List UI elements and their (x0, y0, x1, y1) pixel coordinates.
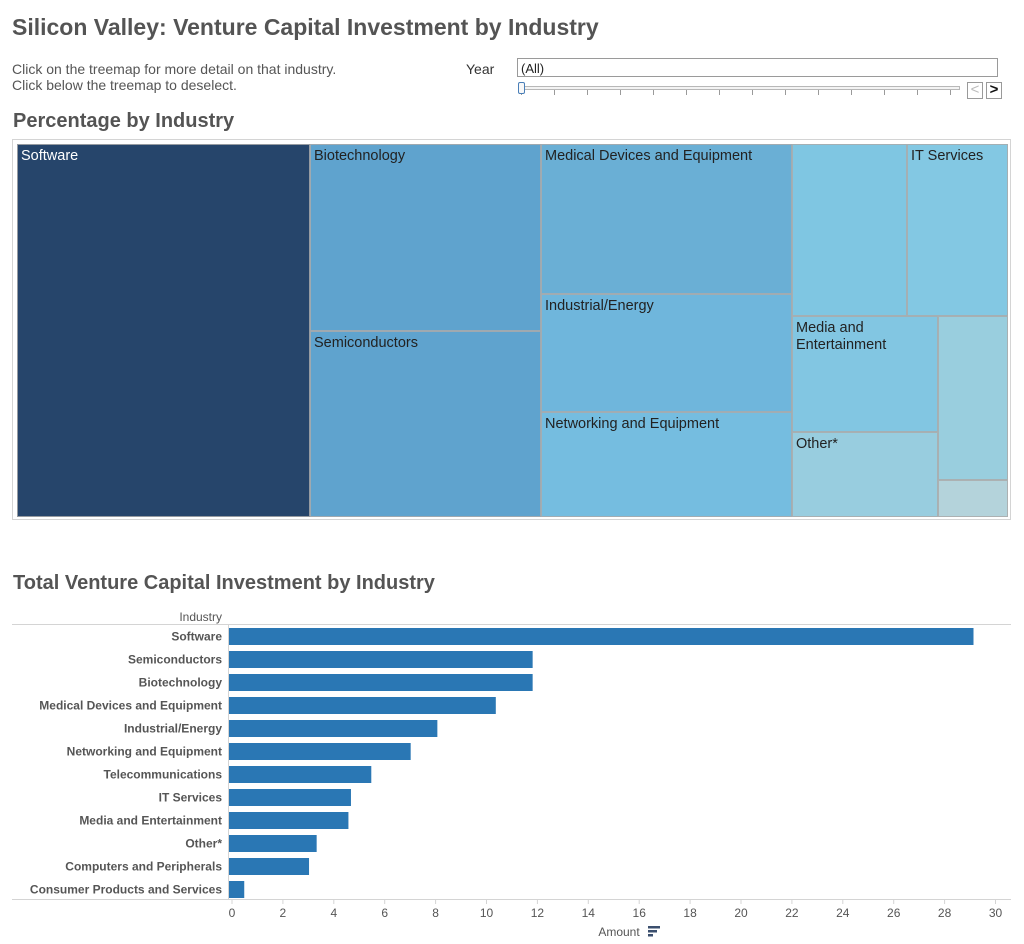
bar-chart: Industry Software Semiconductors Biotechnol… (12, 610, 1011, 939)
category-label: Software (171, 630, 222, 644)
bar-chart-title: Total Venture Capital Investment by Indu… (13, 572, 435, 594)
category-label: Biotechnology (139, 676, 223, 690)
bar[interactable] (229, 628, 974, 645)
treemap-tile-label: Semiconductors (314, 335, 418, 351)
treemap-tile-label: Industrial/Energy (545, 298, 654, 314)
category-label: Telecommunications (104, 768, 223, 782)
bar[interactable] (229, 881, 245, 898)
x-axis-title: Amount (598, 925, 640, 939)
category-label: Industrial/Energy (124, 722, 222, 736)
bar[interactable] (229, 697, 496, 714)
year-slider-tick (554, 90, 555, 95)
treemap-tile-label: Other* (796, 436, 838, 452)
treemap-tile-industrial-energy[interactable]: Industrial/Energy (541, 294, 792, 412)
treemap-tile-media-and-entertainment[interactable]: Media and Entertainment (792, 316, 938, 432)
treemap-tile-semiconductors[interactable]: Semiconductors (310, 331, 541, 517)
sort-icon-bar (648, 934, 653, 937)
year-slider-tick (818, 90, 819, 95)
x-tick-label: 30 (989, 906, 1003, 920)
treemap-tile-label: Biotechnology (314, 148, 406, 164)
treemap-title: Percentage by Industry (13, 110, 235, 132)
x-tick-label: 4 (330, 906, 337, 920)
treemap-tile-medical-devices-and-equipment[interactable]: Medical Devices and Equipment (541, 144, 792, 294)
category-label: Consumer Products and Services (30, 883, 222, 897)
page-title: Silicon Valley: Venture Capital Investme… (12, 14, 599, 40)
treemap-tile-other[interactable]: Other* (792, 432, 938, 517)
bar[interactable] (229, 789, 351, 806)
treemap-tile-unlabeled-11[interactable] (938, 480, 1008, 517)
year-slider-thumb[interactable] (518, 82, 525, 94)
treemap[interactable]: Software Biotechnology Semiconductors Medic… (17, 144, 1008, 517)
x-tick-label: 22 (785, 906, 799, 920)
x-tick-label: 26 (887, 906, 901, 920)
year-slider-tick (620, 90, 621, 95)
bar[interactable] (229, 835, 317, 852)
year-slider-track[interactable] (520, 86, 960, 95)
sort-icon-bar (648, 926, 660, 929)
x-tick-label: 8 (432, 906, 439, 920)
treemap-frame: Software Biotechnology Semiconductors Medic… (12, 139, 1011, 520)
treemap-tile-it-services[interactable]: IT Services (907, 144, 1008, 316)
treemap-tile-networking-and-equipment[interactable]: Networking and Equipment (541, 412, 792, 517)
year-slider-tick (752, 90, 753, 95)
treemap-tile-label: Medical Devices and Equipment (545, 148, 753, 164)
bar[interactable] (229, 858, 310, 875)
bar[interactable] (229, 674, 533, 691)
category-label: IT Services (159, 791, 223, 805)
treemap-tile-label: Software (21, 148, 79, 164)
year-slider-tick (785, 90, 786, 95)
bar[interactable] (229, 720, 438, 737)
year-next-button[interactable]: > (986, 82, 1002, 99)
x-tick-label: 12 (531, 906, 545, 920)
year-slider-tick (587, 90, 588, 95)
category-label: Semiconductors (128, 653, 222, 667)
x-tick-label: 18 (683, 906, 697, 920)
year-slider-tick (686, 90, 687, 95)
category-label: Networking and Equipment (67, 745, 222, 759)
bar[interactable] (229, 651, 533, 668)
sort-icon-bar (648, 930, 657, 933)
year-slider-tick (884, 90, 885, 95)
bar[interactable] (229, 743, 411, 760)
x-tick-label: 24 (836, 906, 850, 920)
year-filter-select[interactable]: (All) (517, 58, 998, 77)
treemap-tile-unlabeled-10[interactable] (938, 316, 1008, 480)
x-tick-label: 28 (938, 906, 952, 920)
category-label: Computers and Peripherals (65, 860, 222, 874)
x-tick-label: 2 (280, 906, 287, 920)
x-tick-label: 0 (229, 906, 236, 920)
category-label: Other* (185, 837, 222, 851)
year-slider-tick (917, 90, 918, 95)
bar[interactable] (229, 766, 372, 783)
treemap-tile-label: IT Services (911, 148, 984, 164)
x-tick-label: 6 (381, 906, 388, 920)
sort-icon[interactable] (648, 926, 660, 937)
category-label: Medical Devices and Equipment (39, 699, 222, 713)
treemap-tile-unlabeled-6[interactable] (792, 144, 907, 316)
x-tick-label: 16 (633, 906, 647, 920)
treemap-tile-software[interactable]: Software (17, 144, 310, 517)
x-tick-label: 14 (582, 906, 596, 920)
y-axis-title: Industry (179, 610, 222, 624)
x-tick-label: 10 (480, 906, 494, 920)
treemap-tile-label: Networking and Equipment (545, 416, 720, 432)
year-slider-tick (719, 90, 720, 95)
instruction-text-1: Click on the treemap for more detail on … (12, 61, 337, 77)
bar[interactable] (229, 812, 349, 829)
year-slider-tick (851, 90, 852, 95)
year-filter-label: Year (466, 61, 495, 77)
treemap-tile-label: Media and Entertainment (796, 320, 887, 353)
year-prev-button[interactable]: < (967, 82, 983, 99)
year-slider-tick (653, 90, 654, 95)
treemap-tile-biotechnology[interactable]: Biotechnology (310, 144, 541, 331)
category-label: Media and Entertainment (79, 814, 222, 828)
year-slider-tick (950, 90, 951, 95)
instruction-text-2: Click below the treemap to deselect. (12, 77, 237, 93)
x-tick-label: 20 (734, 906, 748, 920)
